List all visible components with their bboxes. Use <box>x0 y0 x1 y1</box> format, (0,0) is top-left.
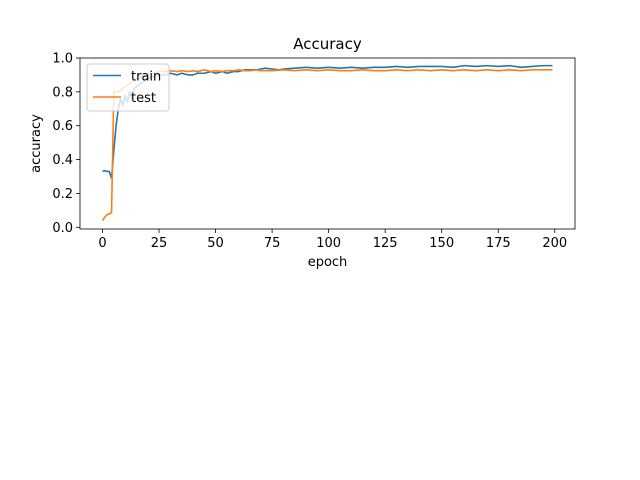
y-tick-label: 0.8 <box>52 85 73 100</box>
legend-train-label: train <box>131 70 161 85</box>
x-tick-label: 150 <box>429 236 454 251</box>
x-tick-label: 50 <box>207 236 224 251</box>
y-axis-label: accuracy <box>29 114 44 173</box>
x-tick-label: 75 <box>264 236 281 251</box>
x-axis-label: epoch <box>308 255 348 270</box>
x-tick-label: 125 <box>373 236 398 251</box>
y-tick-label: 0.0 <box>52 221 73 236</box>
x-tick-label: 25 <box>151 236 168 251</box>
y-tick-label: 0.2 <box>52 187 73 202</box>
legend: train test <box>86 63 170 112</box>
y-axis-ticks: 0.0 0.2 0.4 0.6 0.8 1.0 <box>52 52 80 236</box>
x-axis-ticks: 0 25 50 75 100 125 150 175 200 <box>98 229 567 251</box>
axes-frame <box>79 57 576 230</box>
y-tick-label: 1.0 <box>52 52 73 67</box>
x-tick-label: 100 <box>316 236 341 251</box>
x-tick-label: 0 <box>98 236 106 251</box>
x-tick-label: 200 <box>542 236 567 251</box>
legend-test-label: test <box>131 91 156 106</box>
x-tick-label: 175 <box>486 236 511 251</box>
y-tick-label: 0.4 <box>52 153 73 168</box>
y-tick-label: 0.6 <box>52 119 73 134</box>
chart-title: Accuracy <box>293 35 362 53</box>
